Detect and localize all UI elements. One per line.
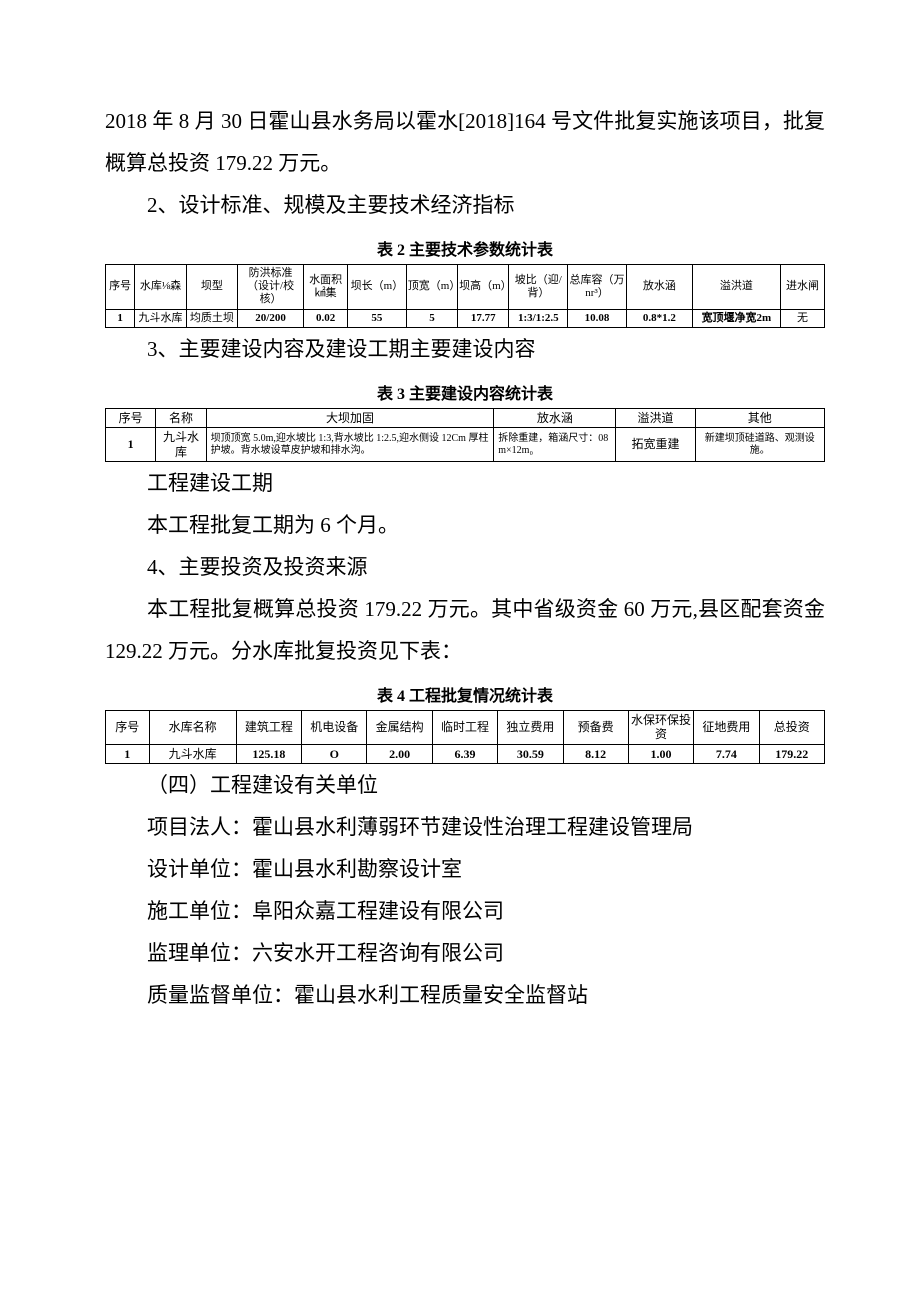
- th: 水库名称: [149, 710, 236, 744]
- th: 总投资: [759, 710, 824, 744]
- td: 7.74: [694, 744, 759, 763]
- th-topw: 顶宽（m）: [406, 265, 457, 310]
- th-seq: 序号: [106, 265, 135, 310]
- th-spillway: 溢洪道: [692, 265, 780, 310]
- paragraph-approval: 2018 年 8 月 30 日霍山县水务局以霍水[2018]164 号文件批复实…: [105, 100, 825, 184]
- td: 5: [406, 309, 457, 327]
- th: 建筑工程: [236, 710, 301, 744]
- th-slope: 坡比（迎/背）: [509, 265, 568, 310]
- td: 1: [106, 428, 156, 462]
- p-quality: 质量监督单位：霍山县水利工程质量安全监督站: [105, 974, 825, 1016]
- th-gate: 进水闸: [780, 265, 824, 310]
- table2-caption: 表 2 主要技术参数统计表: [105, 236, 825, 260]
- table-row: 1 九斗水库 125.18 O 2.00 6.39 30.59 8.12 1.0…: [106, 744, 825, 763]
- th-area: 水面积㎢集: [304, 265, 348, 310]
- th: 放水涵: [494, 408, 616, 427]
- heading-3: 3、主要建设内容及建设工期主要建设内容: [105, 328, 825, 370]
- th-name: 水库⅛森: [135, 265, 186, 310]
- th: 机电设备: [302, 710, 367, 744]
- th: 水保环保投资: [628, 710, 693, 744]
- th-type: 坝型: [186, 265, 237, 310]
- th-flood: 防洪标准（设计/校核）: [238, 265, 304, 310]
- td: 宽顶堰净宽2m: [692, 309, 780, 327]
- th: 名称: [156, 408, 206, 427]
- th-len: 坝长（m）: [348, 265, 407, 310]
- td: 1.00: [628, 744, 693, 763]
- document-page: 2018 年 8 月 30 日霍山县水务局以霍水[2018]164 号文件批复实…: [0, 0, 920, 1076]
- td: 九斗水库: [135, 309, 186, 327]
- table-row: 1 九斗水库 坝顶顶宽 5.0m,迎水坡比 1:3,背水坡比 1:2.5,迎水侧…: [106, 428, 825, 462]
- td: 0.02: [304, 309, 348, 327]
- th: 大坝加固: [206, 408, 494, 427]
- td: 6.39: [432, 744, 497, 763]
- td: 1: [106, 744, 150, 763]
- table-row: 序号 水库⅛森 坝型 防洪标准（设计/校核） 水面积㎢集 坝长（m） 顶宽（m）…: [106, 265, 825, 310]
- th: 溢洪道: [616, 408, 695, 427]
- td: 拆除重建，箱涵尺寸：08m×12m₀: [494, 428, 616, 462]
- th: 征地费用: [694, 710, 759, 744]
- td: 30.59: [498, 744, 563, 763]
- td: 2.00: [367, 744, 432, 763]
- heading-2: 2、设计标准、规模及主要技术经济指标: [105, 184, 825, 226]
- td: 九斗水库: [149, 744, 236, 763]
- p-design: 设计单位：霍山县水利勘察设计室: [105, 848, 825, 890]
- th: 序号: [106, 710, 150, 744]
- table-row: 序号 水库名称 建筑工程 机电设备 金属结构 临时工程 独立费用 预备费 水保环…: [106, 710, 825, 744]
- td: 九斗水库: [156, 428, 206, 462]
- table-2-params: 序号 水库⅛森 坝型 防洪标准（设计/校核） 水面积㎢集 坝长（m） 顶宽（m）…: [105, 264, 825, 328]
- table-4-invest: 序号 水库名称 建筑工程 机电设备 金属结构 临时工程 独立费用 预备费 水保环…: [105, 710, 825, 764]
- th: 临时工程: [432, 710, 497, 744]
- td: 均质土坝: [186, 309, 237, 327]
- table-row: 1 九斗水库 均质土坝 20/200 0.02 55 5 17.77 1:3/1…: [106, 309, 825, 327]
- td: 125.18: [236, 744, 301, 763]
- heading-units: （四）工程建设有关单位: [105, 764, 825, 806]
- th-cap: 总库容（万 nr³）: [568, 265, 627, 310]
- p-contractor: 施工单位：阜阳众嘉工程建设有限公司: [105, 890, 825, 932]
- th: 金属结构: [367, 710, 432, 744]
- p-owner: 项目法人：霍山县水利薄弱环节建设性治理工程建设管理局: [105, 806, 825, 848]
- th: 预备费: [563, 710, 628, 744]
- th: 独立费用: [498, 710, 563, 744]
- td: 20/200: [238, 309, 304, 327]
- p-period: 本工程批复工期为 6 个月。: [105, 504, 825, 546]
- td: O: [302, 744, 367, 763]
- table-row: 序号 名称 大坝加固 放水涵 溢洪道 其他: [106, 408, 825, 427]
- td: 10.08: [568, 309, 627, 327]
- table-3-content: 序号 名称 大坝加固 放水涵 溢洪道 其他 1 九斗水库 坝顶顶宽 5.0m,迎…: [105, 408, 825, 462]
- td: 17.77: [458, 309, 509, 327]
- td: 55: [348, 309, 407, 327]
- th-culvert: 放水涵: [626, 265, 692, 310]
- p-period-h: 工程建设工期: [105, 462, 825, 504]
- td: 坝顶顶宽 5.0m,迎水坡比 1:3,背水坡比 1:2.5,迎水侧设 12Cm …: [206, 428, 494, 462]
- th: 其他: [695, 408, 824, 427]
- td: 0.8*1.2: [626, 309, 692, 327]
- td: 8.12: [563, 744, 628, 763]
- td: 新建坝顶硅道路、观测设施。: [695, 428, 824, 462]
- heading-4: 4、主要投资及投资来源: [105, 546, 825, 588]
- table4-caption: 表 4 工程批复情况统计表: [105, 682, 825, 706]
- p-supervisor: 监理单位：六安水开工程咨询有限公司: [105, 932, 825, 974]
- th-height: 坝高（m）: [458, 265, 509, 310]
- p-invest: 本工程批复概算总投资 179.22 万元。其中省级资金 60 万元,县区配套资金…: [105, 588, 825, 672]
- td: 拓宽重建: [616, 428, 695, 462]
- th: 序号: [106, 408, 156, 427]
- table3-caption: 表 3 主要建设内容统计表: [105, 380, 825, 404]
- td: 无: [780, 309, 824, 327]
- td: 1: [106, 309, 135, 327]
- td: 179.22: [759, 744, 824, 763]
- td: 1:3/1:2.5: [509, 309, 568, 327]
